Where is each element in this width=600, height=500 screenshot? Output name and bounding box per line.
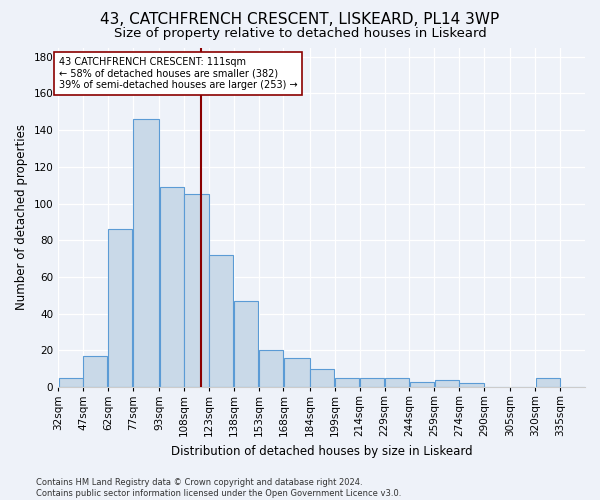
Bar: [284, 358, 310, 387]
Text: Contains HM Land Registry data © Crown copyright and database right 2024.
Contai: Contains HM Land Registry data © Crown c…: [36, 478, 401, 498]
Bar: [59, 378, 83, 387]
Y-axis label: Number of detached properties: Number of detached properties: [15, 124, 28, 310]
Bar: [160, 187, 184, 387]
Bar: [536, 378, 560, 387]
Bar: [410, 382, 434, 387]
Text: 43 CATCHFRENCH CRESCENT: 111sqm
← 58% of detached houses are smaller (382)
39% o: 43 CATCHFRENCH CRESCENT: 111sqm ← 58% of…: [59, 56, 298, 90]
Bar: [83, 356, 107, 387]
Bar: [460, 384, 484, 387]
Bar: [184, 194, 209, 387]
X-axis label: Distribution of detached houses by size in Liskeard: Distribution of detached houses by size …: [171, 444, 472, 458]
Bar: [434, 380, 459, 387]
Text: 43, CATCHFRENCH CRESCENT, LISKEARD, PL14 3WP: 43, CATCHFRENCH CRESCENT, LISKEARD, PL14…: [100, 12, 500, 28]
Bar: [234, 301, 258, 387]
Bar: [335, 378, 359, 387]
Bar: [360, 378, 384, 387]
Bar: [310, 368, 334, 387]
Text: Size of property relative to detached houses in Liskeard: Size of property relative to detached ho…: [113, 28, 487, 40]
Bar: [108, 229, 133, 387]
Bar: [259, 350, 283, 387]
Bar: [133, 119, 159, 387]
Bar: [385, 378, 409, 387]
Bar: [209, 255, 233, 387]
